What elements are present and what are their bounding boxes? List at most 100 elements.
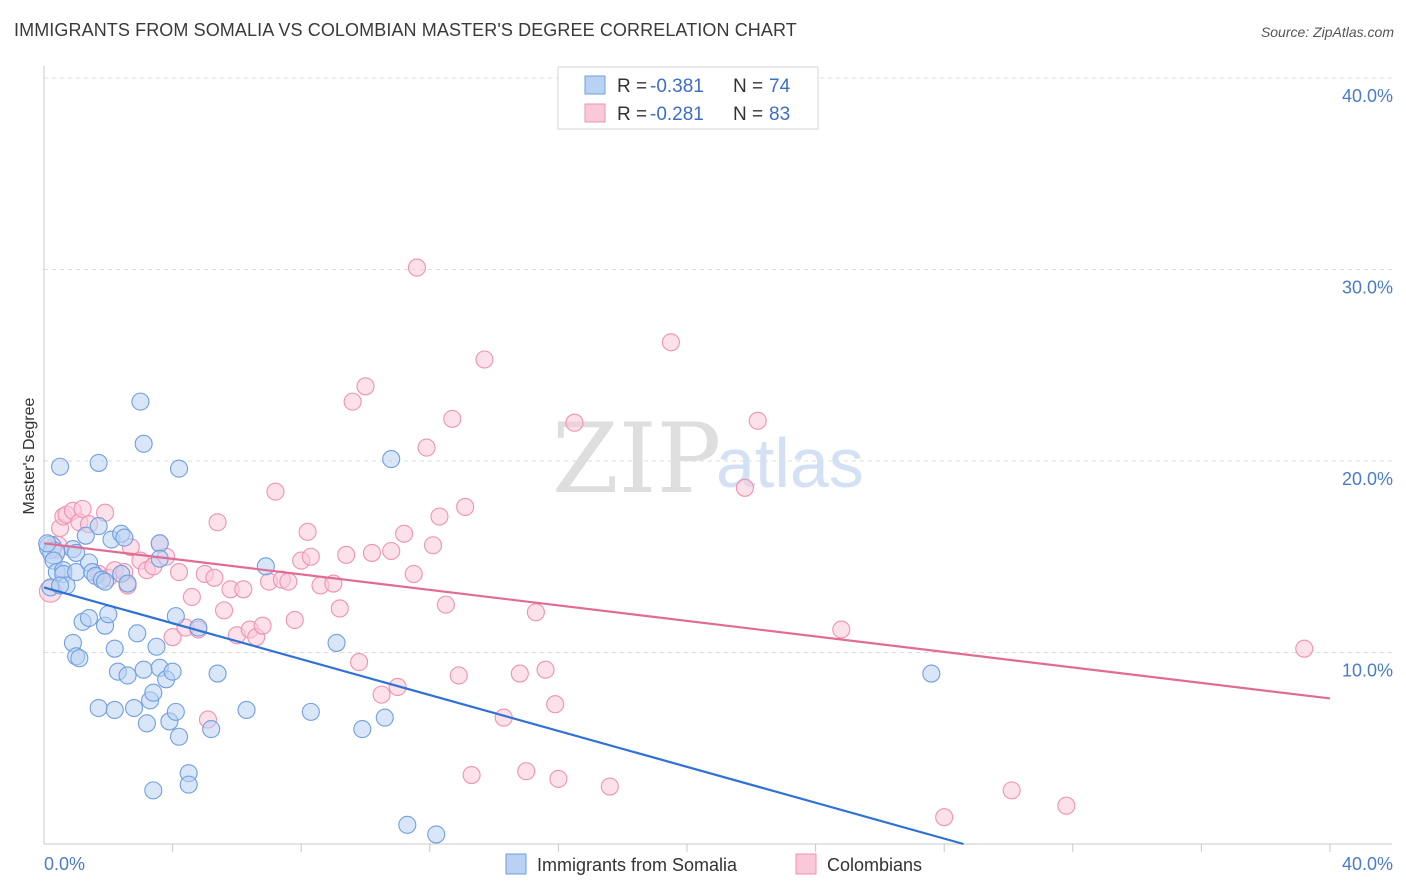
somalia-point xyxy=(382,450,401,469)
legend-n-value-colombians: 83 xyxy=(769,104,790,125)
y-tick-label-10: 10.0% xyxy=(1342,661,1393,681)
legend-swatch-somalia xyxy=(584,75,606,95)
somalia-point xyxy=(256,557,275,576)
somalia-point xyxy=(70,649,89,668)
trend-line-colombians xyxy=(43,542,1331,700)
colombians-point xyxy=(356,377,375,396)
somalia-point xyxy=(398,815,417,834)
colombians-point xyxy=(337,545,356,564)
somalia-point xyxy=(202,720,221,739)
colombians-point xyxy=(404,564,423,584)
colombians-point xyxy=(546,695,565,714)
colombians-point xyxy=(169,563,189,582)
colombians-point xyxy=(832,620,851,639)
axes xyxy=(43,66,1392,852)
somalia-point xyxy=(134,660,153,679)
colombians-point xyxy=(362,543,381,562)
x-tick-label-min: 0.0% xyxy=(44,854,85,874)
colombians-point xyxy=(735,478,754,497)
y-axis-label: Master's Degree xyxy=(21,397,38,514)
colombians-point xyxy=(253,616,272,635)
somalia-point xyxy=(118,574,137,593)
colombians-point xyxy=(449,666,468,685)
somalia-point xyxy=(169,727,189,746)
colombians-point xyxy=(234,580,253,599)
colombians-point xyxy=(214,601,234,620)
somalia-point xyxy=(89,453,108,472)
legend-n-value-somalia: 74 xyxy=(769,76,791,97)
somalia-point xyxy=(327,633,346,652)
colombians-point xyxy=(475,350,494,369)
somalia-point xyxy=(353,720,372,739)
grid-lines xyxy=(44,77,1392,653)
x-tick-label-max: 40.0% xyxy=(1342,854,1393,874)
colombians-point xyxy=(1295,639,1314,658)
somalia-point xyxy=(124,698,144,718)
somalia-point xyxy=(134,434,153,453)
somalia-point xyxy=(189,618,208,637)
y-tick-label-30: 30.0% xyxy=(1342,278,1393,298)
somalia-point xyxy=(89,517,108,536)
somalia-point xyxy=(99,605,118,624)
somalia-point xyxy=(128,624,147,643)
somalia-point xyxy=(375,708,394,727)
somalia-point xyxy=(105,700,124,720)
legend-swatch-colombians xyxy=(584,103,606,123)
colombians-point xyxy=(517,762,536,781)
chart-title: IMMIGRANTS FROM SOMALIA VS COLOMBIAN MAS… xyxy=(14,20,797,40)
somalia-point xyxy=(89,698,108,718)
somalia-point xyxy=(51,457,70,476)
somalia-point xyxy=(115,528,134,547)
colombians-point xyxy=(182,587,201,607)
y-tick-labels: 10.0% 20.0% 30.0% 40.0% xyxy=(1342,86,1393,681)
somalia-point xyxy=(105,639,124,658)
colombians-point xyxy=(443,409,462,428)
colombians-point xyxy=(350,653,369,672)
colombians-point xyxy=(935,808,954,827)
colombians-point xyxy=(417,438,436,457)
trend-lines xyxy=(43,542,1331,846)
series-legend: Immigrants from Somalia Colombians xyxy=(505,853,922,875)
somalia-point xyxy=(427,825,446,844)
bottom-legend-swatch-somalia xyxy=(505,853,527,875)
y-tick-label-20: 20.0% xyxy=(1342,469,1393,489)
somalia-point xyxy=(76,526,95,545)
colombians-point xyxy=(330,599,349,618)
colombians-point xyxy=(661,333,680,352)
colombians-point xyxy=(456,497,475,517)
colombians-point xyxy=(748,411,767,430)
colombians-point xyxy=(163,628,182,647)
x-tick-labels: 0.0% 40.0% xyxy=(44,854,1393,874)
colombians-point xyxy=(407,258,426,277)
y-tick-label-40: 40.0% xyxy=(1342,86,1393,106)
somalia-point xyxy=(208,664,227,683)
colombians-point xyxy=(285,610,304,629)
somalia-point xyxy=(144,781,163,800)
colombians-point xyxy=(279,572,298,591)
somalia-point xyxy=(144,683,163,702)
colombians-point xyxy=(436,595,455,614)
colombians-point xyxy=(462,766,481,785)
somalia-point xyxy=(301,702,320,721)
colombians-point xyxy=(510,664,529,683)
somalia-point xyxy=(922,664,941,683)
somalia-point xyxy=(163,662,182,681)
legend-r-value-colombians: -0.281 xyxy=(650,104,704,125)
somalia-point xyxy=(169,459,189,478)
series-somalia xyxy=(38,392,941,844)
colombians-point xyxy=(208,513,227,532)
somalia-point xyxy=(166,702,185,721)
somalia-point xyxy=(179,775,198,794)
source-credit: Source: ZipAtlas.com xyxy=(1260,24,1394,40)
colombians-point xyxy=(430,507,449,526)
bottom-legend-swatch-colombians xyxy=(795,853,817,875)
colombians-point xyxy=(536,660,555,679)
somalia-point xyxy=(79,608,99,628)
colombians-point xyxy=(1002,781,1021,800)
bottom-legend-label-somalia: Immigrants from Somalia xyxy=(537,855,738,875)
colombians-point xyxy=(565,413,584,432)
colombians-point xyxy=(266,482,285,501)
legend-n-label-somalia: N = xyxy=(733,76,763,97)
legend-n-label-colombians: N = xyxy=(733,104,763,125)
